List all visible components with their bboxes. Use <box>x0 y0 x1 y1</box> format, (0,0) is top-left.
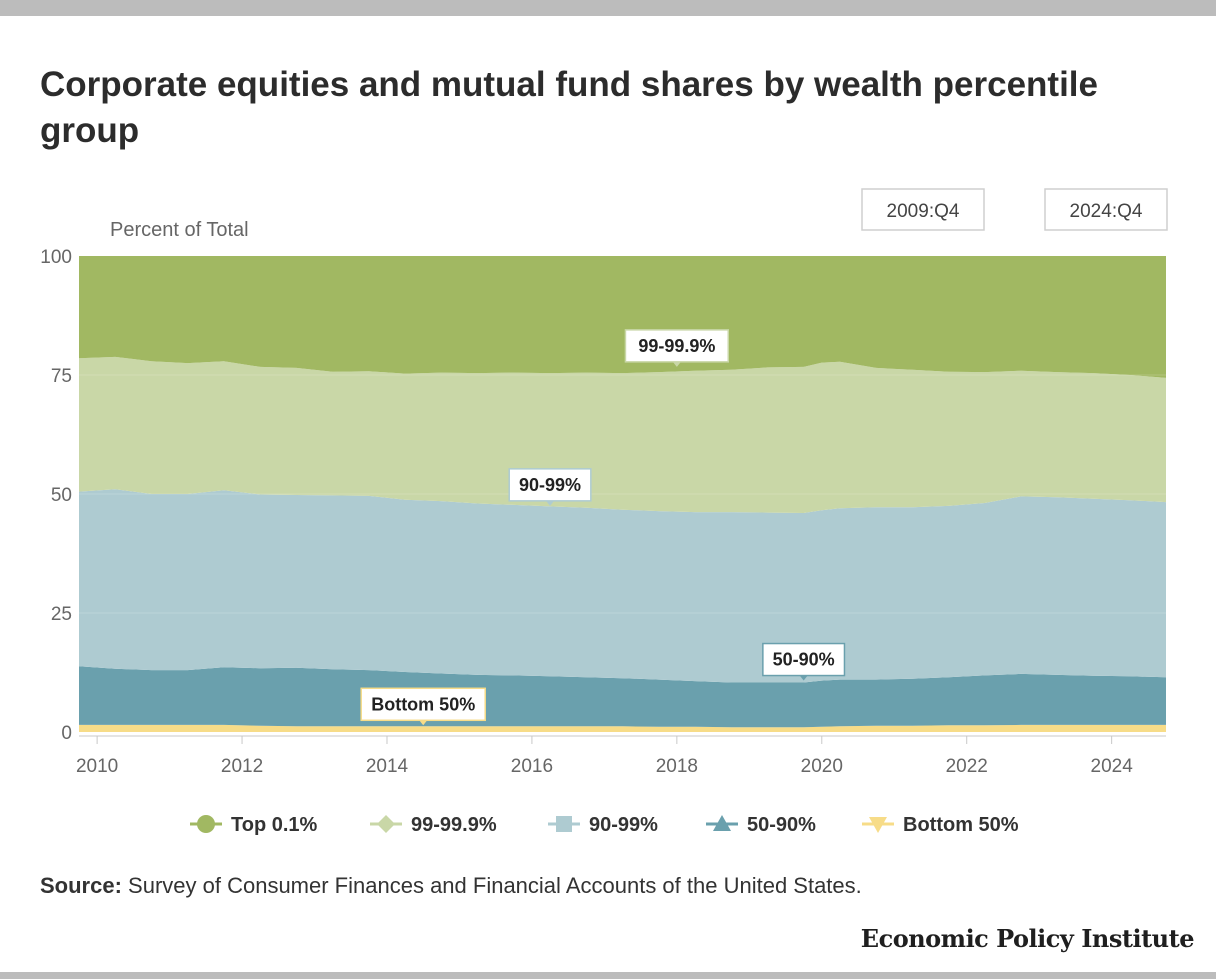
x-tick-label: 2010 <box>76 756 118 777</box>
annotation-label: 99-99.9% <box>638 336 715 356</box>
legend-label: 90-99% <box>589 814 658 836</box>
legend-marker-circle <box>197 815 215 833</box>
annotation-label: Bottom 50% <box>371 694 475 714</box>
area-chart: 0 25 50 75 100 Percent of Total 2010 2012 2014 20… <box>40 188 1168 836</box>
x-tick-label: 2022 <box>946 756 988 777</box>
brand-wordmark: Economic Policy Institute <box>860 924 1195 953</box>
annotation-pointer <box>419 720 428 726</box>
x-tick-label: 2014 <box>366 756 409 777</box>
legend-item-90-99-[interactable]: 90-99% <box>548 814 658 836</box>
top-border <box>0 0 1216 16</box>
legend-item-50-90-[interactable]: 50-90% <box>706 814 816 836</box>
annotation-box <box>762 642 846 677</box>
area-bottom-50- <box>79 724 1166 732</box>
legend-item-bottom-50-[interactable]: Bottom 50% <box>862 814 1019 836</box>
series-annotation: 50-90% <box>762 642 846 681</box>
x-tick-label: 2024 <box>1091 756 1134 777</box>
area-99-99-9- <box>79 356 1166 513</box>
annotation-label: 50-90% <box>773 650 835 670</box>
legend-marker-square <box>556 816 572 832</box>
range-button-box <box>861 188 985 231</box>
x-tick-label: 2020 <box>801 756 843 777</box>
legend-label: 99-99.9% <box>411 814 497 836</box>
legend-marker-diamond <box>377 815 395 833</box>
y-tick-label: 50 <box>51 485 72 506</box>
legend-marker-triangle-down <box>869 817 887 833</box>
annotation-pointer <box>799 675 808 681</box>
source-text: Survey of Consumer Finances and Financia… <box>128 873 862 898</box>
y-tick-label: 75 <box>51 366 72 387</box>
legend-item-top-0-1-[interactable]: Top 0.1% <box>190 814 318 836</box>
series-annotation: 99-99.9% <box>624 329 730 367</box>
area-50-90- <box>79 666 1166 728</box>
area-top-0-1- <box>79 256 1166 378</box>
source-label: Source: <box>40 873 122 898</box>
range-button-label: 2009:Q4 <box>887 201 960 222</box>
y-tick-label: 25 <box>51 604 72 625</box>
legend-label: Top 0.1% <box>231 814 318 836</box>
range-button-label: 2024:Q4 <box>1070 201 1143 222</box>
x-tick-label: 2012 <box>221 756 263 777</box>
annotation-pointer <box>672 361 681 367</box>
bottom-border <box>0 972 1216 979</box>
range-button-box <box>1044 188 1168 231</box>
range-button-start[interactable]: 2009:Q4 <box>861 188 985 231</box>
y-axis-title: Percent of Total <box>110 219 249 241</box>
annotation-box <box>624 329 730 363</box>
y-tick-label: 0 <box>61 723 72 744</box>
series-annotation: 90-99% <box>508 468 592 506</box>
y-tick-label: 100 <box>40 247 72 268</box>
annotation-box <box>360 687 486 722</box>
range-button-end[interactable]: 2024:Q4 <box>1044 188 1168 231</box>
legend-label: 50-90% <box>747 814 816 836</box>
legend-label: Bottom 50% <box>903 814 1019 836</box>
annotation-label: 90-99% <box>519 475 581 495</box>
area-90-99- <box>79 489 1166 683</box>
chart-title: Corporate equities and mutual fund share… <box>40 65 1098 150</box>
legend-marker-triangle <box>713 815 731 831</box>
x-tick-label: 2018 <box>656 756 698 777</box>
annotation-box <box>508 468 592 502</box>
legend-item-99-99-9-[interactable]: 99-99.9% <box>370 814 497 836</box>
annotation-pointer <box>546 500 555 506</box>
source-note: Source: Survey of Consumer Finances and … <box>40 873 862 899</box>
x-tick-label: 2016 <box>511 756 553 777</box>
series-annotation: Bottom 50% <box>360 687 486 726</box>
